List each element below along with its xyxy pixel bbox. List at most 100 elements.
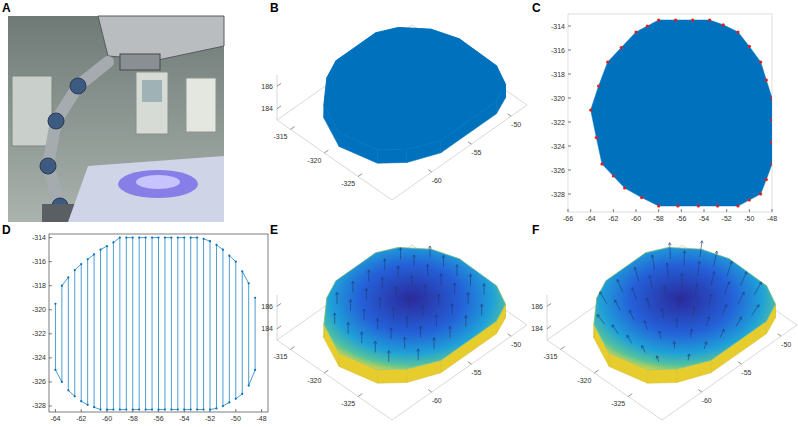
y-tick xyxy=(568,194,571,195)
point xyxy=(93,253,95,255)
normal-arrow xyxy=(448,327,451,338)
y-tick xyxy=(49,309,52,310)
normal-arrow xyxy=(687,354,690,360)
point xyxy=(99,249,101,251)
point xyxy=(119,237,121,239)
plot-frame xyxy=(49,234,268,412)
point xyxy=(640,196,643,199)
point xyxy=(657,204,660,207)
panel-label: A xyxy=(2,1,11,15)
point xyxy=(112,241,114,243)
point xyxy=(145,408,147,410)
point xyxy=(170,408,172,410)
x-tick-label: -52 xyxy=(722,215,732,222)
point xyxy=(151,237,153,239)
top-surface xyxy=(324,247,506,369)
y-tick xyxy=(628,394,632,397)
point xyxy=(228,255,230,257)
normal-arrow xyxy=(413,255,416,266)
normal-arrow xyxy=(363,309,366,320)
normal-arrow xyxy=(426,264,429,275)
panel-label: C xyxy=(532,1,541,15)
x-tick-label: -55 xyxy=(741,369,751,376)
photo-robot-joint xyxy=(48,113,64,129)
panel-label: D xyxy=(2,223,11,237)
panel-label: E xyxy=(270,223,278,237)
normal-arrow xyxy=(727,261,732,276)
y-tick xyxy=(324,370,328,373)
point xyxy=(157,237,159,239)
y-tick-label: -314 xyxy=(551,23,565,30)
point xyxy=(748,198,751,201)
normal-arrow xyxy=(440,274,443,285)
y-tick-label: -314 xyxy=(32,234,46,241)
point xyxy=(164,237,166,239)
point xyxy=(623,186,626,189)
x-tick xyxy=(210,409,211,412)
normal-arrow xyxy=(406,317,409,328)
photo xyxy=(8,16,224,222)
point xyxy=(125,408,127,410)
normal-arrow xyxy=(437,294,440,305)
normal-arrow xyxy=(360,332,363,343)
y-tick-label: -326 xyxy=(32,378,46,385)
point xyxy=(759,192,762,195)
y-tick xyxy=(49,333,52,334)
point xyxy=(183,408,185,410)
x-tick-label: -54 xyxy=(179,415,189,422)
y-tick-label: -318 xyxy=(32,282,46,289)
point xyxy=(99,408,101,410)
z-tick xyxy=(547,326,551,329)
x-tick xyxy=(508,114,511,116)
z-axis-line xyxy=(277,295,278,340)
z-tick xyxy=(547,303,551,306)
point xyxy=(722,23,725,26)
z-tick-label: 186 xyxy=(261,303,273,310)
y-tick-label: -324 xyxy=(32,354,46,361)
normal-arrow xyxy=(376,318,379,329)
normal-arrow xyxy=(627,335,632,343)
x-tick-label: -50 xyxy=(744,215,754,222)
normal-arrow xyxy=(464,315,467,326)
point xyxy=(215,244,217,246)
y-tick xyxy=(291,347,295,350)
normal-arrow xyxy=(367,270,370,281)
top-surface xyxy=(324,27,506,149)
panel-label: F xyxy=(532,223,539,237)
point xyxy=(164,408,166,410)
normal-arrow xyxy=(752,305,759,316)
x-tick xyxy=(590,209,591,212)
normal-arrow xyxy=(663,286,666,298)
normal-arrow xyxy=(365,288,368,299)
photo-robot-joint xyxy=(70,78,86,94)
point xyxy=(145,237,147,239)
point xyxy=(177,237,179,239)
normal-arrow xyxy=(421,305,424,316)
x-tick xyxy=(158,409,159,412)
point xyxy=(196,237,198,239)
normal-arrow xyxy=(720,329,724,337)
point xyxy=(235,398,237,400)
y-tick xyxy=(49,357,52,358)
figure: A-60-55-50-325-320-315184186B-66-64-62-6… xyxy=(0,0,798,427)
point xyxy=(770,96,772,99)
normal-arrow xyxy=(408,296,411,307)
side-face xyxy=(377,369,406,383)
x-tick-label: -50 xyxy=(231,415,241,422)
z-axis-line xyxy=(547,295,548,340)
point xyxy=(74,269,76,271)
point xyxy=(736,204,739,207)
point xyxy=(54,303,56,305)
normal-arrow xyxy=(692,306,695,316)
normal-arrow xyxy=(419,326,422,337)
point xyxy=(74,395,76,397)
top-surface xyxy=(594,247,776,369)
normal-arrow xyxy=(469,274,472,285)
normal-arrow xyxy=(392,307,395,318)
y-tick-label: -325 xyxy=(341,400,355,407)
y-tick-label: -320 xyxy=(577,377,591,384)
normal-arrow xyxy=(741,272,747,286)
y-tick-label: -324 xyxy=(551,143,565,150)
point xyxy=(657,18,660,21)
normal-arrow xyxy=(333,313,336,324)
